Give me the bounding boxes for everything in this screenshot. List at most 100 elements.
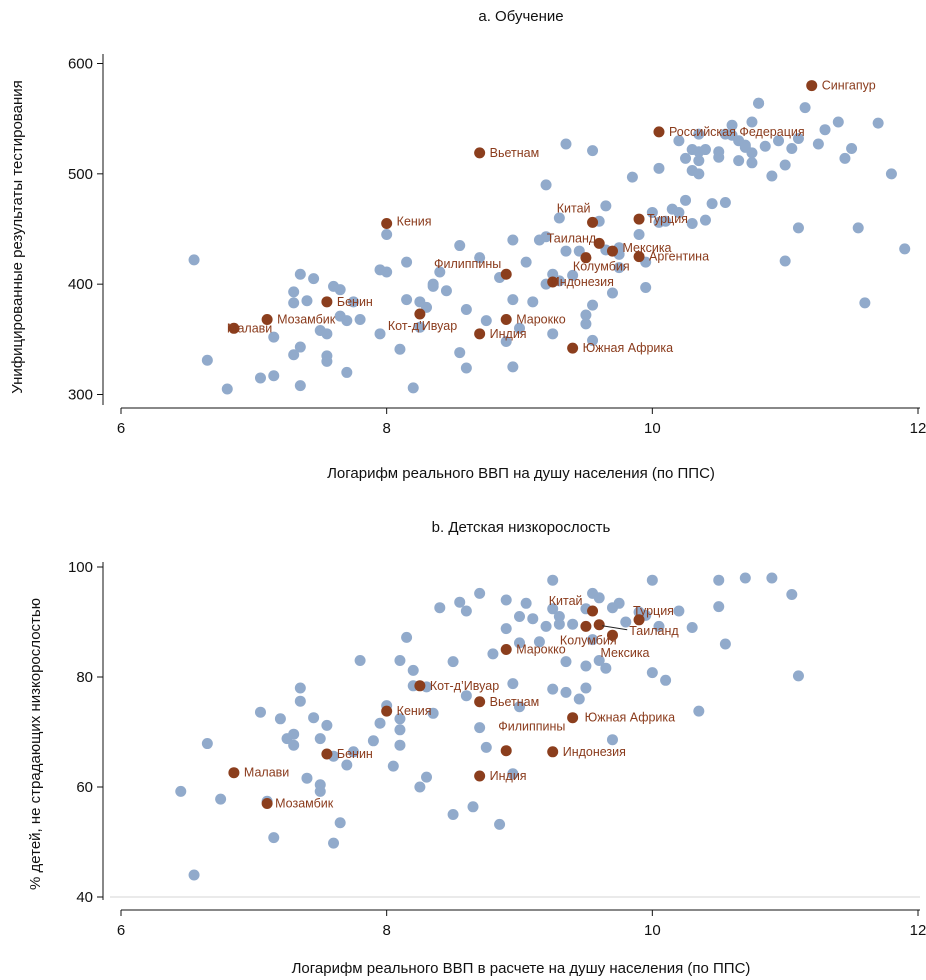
panel-b-annotation: Китай <box>549 594 583 608</box>
panel-b-point <box>480 741 492 753</box>
panel-a-point <box>347 296 359 308</box>
panel-a-point <box>587 145 599 157</box>
panel-b-point <box>646 667 658 679</box>
panel-b-point <box>713 574 725 586</box>
panel-a-point <box>288 349 300 361</box>
panel-b-stunting: b. Детская низкорослость % детей, не стр… <box>27 519 926 977</box>
panel-a-point <box>580 318 592 330</box>
panel-b-highlight-point <box>587 605 599 617</box>
panel-b-point <box>254 706 266 718</box>
panel-b-point <box>334 817 346 829</box>
panel-a-point <box>288 297 300 309</box>
panel-a-point <box>567 269 579 281</box>
panel-a-point <box>520 256 532 268</box>
panel-b-point <box>387 760 399 772</box>
panel-a-point <box>540 179 552 191</box>
panel-b-point <box>467 801 479 813</box>
panel-b-point <box>294 682 306 694</box>
panel-a-highlight-point <box>228 322 240 334</box>
panel-b-point <box>653 620 665 632</box>
panel-a-point <box>553 212 565 224</box>
panel-b-point <box>786 589 798 600</box>
panel-b-xtick-label: 10 <box>644 922 661 939</box>
panel-b-highlight-point <box>381 705 393 717</box>
panel-a-annotation: Китай <box>557 201 591 215</box>
panel-b-annotation: Кот-д’Ивуар <box>430 679 499 693</box>
panel-a-point <box>221 383 233 395</box>
panel-b-point <box>474 587 486 599</box>
panel-b-point <box>434 602 446 614</box>
panel-a-highlight-point <box>414 308 426 320</box>
panel-a-point <box>268 370 280 382</box>
panel-a-point <box>507 234 519 246</box>
panel-a-highlight-point <box>500 313 512 325</box>
panel-a-point <box>587 299 599 311</box>
panel-a-highlight-point <box>653 126 665 138</box>
panel-a-xtick-label: 8 <box>382 420 390 437</box>
panel-a-point <box>693 168 705 180</box>
panel-a-point <box>580 309 592 321</box>
panel-a-point <box>434 266 446 278</box>
panel-a-point <box>321 328 333 340</box>
panel-a-ytick-label: 300 <box>68 387 93 404</box>
panel-b-point <box>274 713 286 725</box>
panel-a-point <box>587 334 599 346</box>
panel-a-point <box>819 124 831 136</box>
panel-b-point <box>341 759 353 771</box>
panel-b-xtick-label: 8 <box>382 922 390 939</box>
panel-a-ticks: 6 8 10 12 300 400 500 600 <box>68 56 926 438</box>
panel-b-point <box>494 818 506 830</box>
panel-b-point <box>533 636 545 648</box>
panel-a-point <box>759 140 771 152</box>
panel-a-point <box>832 116 844 128</box>
panel-b-highlight-point <box>606 629 618 641</box>
panel-b-point <box>394 724 406 736</box>
panel-b-point <box>314 733 326 745</box>
panel-b-point <box>540 620 552 632</box>
panel-b-annotation: Марокко <box>516 643 565 657</box>
panel-b-annotation: Филиппины <box>498 720 565 734</box>
panel-a-annotation: Мозамбик <box>277 312 336 326</box>
panel-b-point <box>606 734 618 746</box>
panel-b-point <box>321 719 333 731</box>
panel-a-point <box>680 152 692 164</box>
panel-b-highlight-point <box>580 620 592 632</box>
panel-a-highlight-point <box>474 147 486 159</box>
panel-a-annotation: Турция <box>647 212 688 226</box>
panel-b-point <box>328 837 340 849</box>
panel-a-point <box>799 102 811 114</box>
panel-a-point <box>852 222 864 234</box>
panel-b-point <box>587 634 599 646</box>
panel-b-point <box>201 738 213 750</box>
panel-a-highlight-point <box>567 342 579 354</box>
panel-a-point <box>414 321 426 333</box>
panel-a-annotation: Филиппины <box>434 257 501 271</box>
panel-a-point <box>414 296 426 308</box>
panel-b-xtick-label: 6 <box>117 922 125 939</box>
panel-b-point <box>553 618 565 630</box>
panel-a-point <box>308 273 320 285</box>
panel-b-ytick-label: 80 <box>76 669 93 686</box>
panel-b-point <box>215 793 227 805</box>
panel-b-point <box>507 768 519 780</box>
panel-a-point <box>480 315 492 327</box>
panel-a-points <box>188 97 911 395</box>
panel-b-annotation: Малави <box>244 766 289 780</box>
panel-a-annotation: Южная Африка <box>583 341 674 355</box>
panel-a-annotation: Кот-д’Ивуар <box>388 319 457 333</box>
panel-a-point <box>547 328 559 340</box>
panel-b-point <box>294 695 306 707</box>
panel-b-point <box>660 674 672 686</box>
panel-a-annotation: Сингапур <box>822 79 876 93</box>
panel-a-point <box>633 229 645 241</box>
panel-a-point <box>846 142 858 154</box>
panel-b-point <box>527 613 539 625</box>
panel-b-point <box>487 648 499 660</box>
panel-b-highlight-point <box>547 746 559 758</box>
panel-a-xtick-label: 12 <box>910 420 926 437</box>
panel-a-xtick-label: 6 <box>117 420 125 437</box>
panel-a-highlight-point <box>633 213 645 225</box>
panel-b-highlight-point <box>633 614 645 626</box>
panel-a-point <box>693 155 705 167</box>
panel-a-ytick-label: 600 <box>68 56 93 73</box>
